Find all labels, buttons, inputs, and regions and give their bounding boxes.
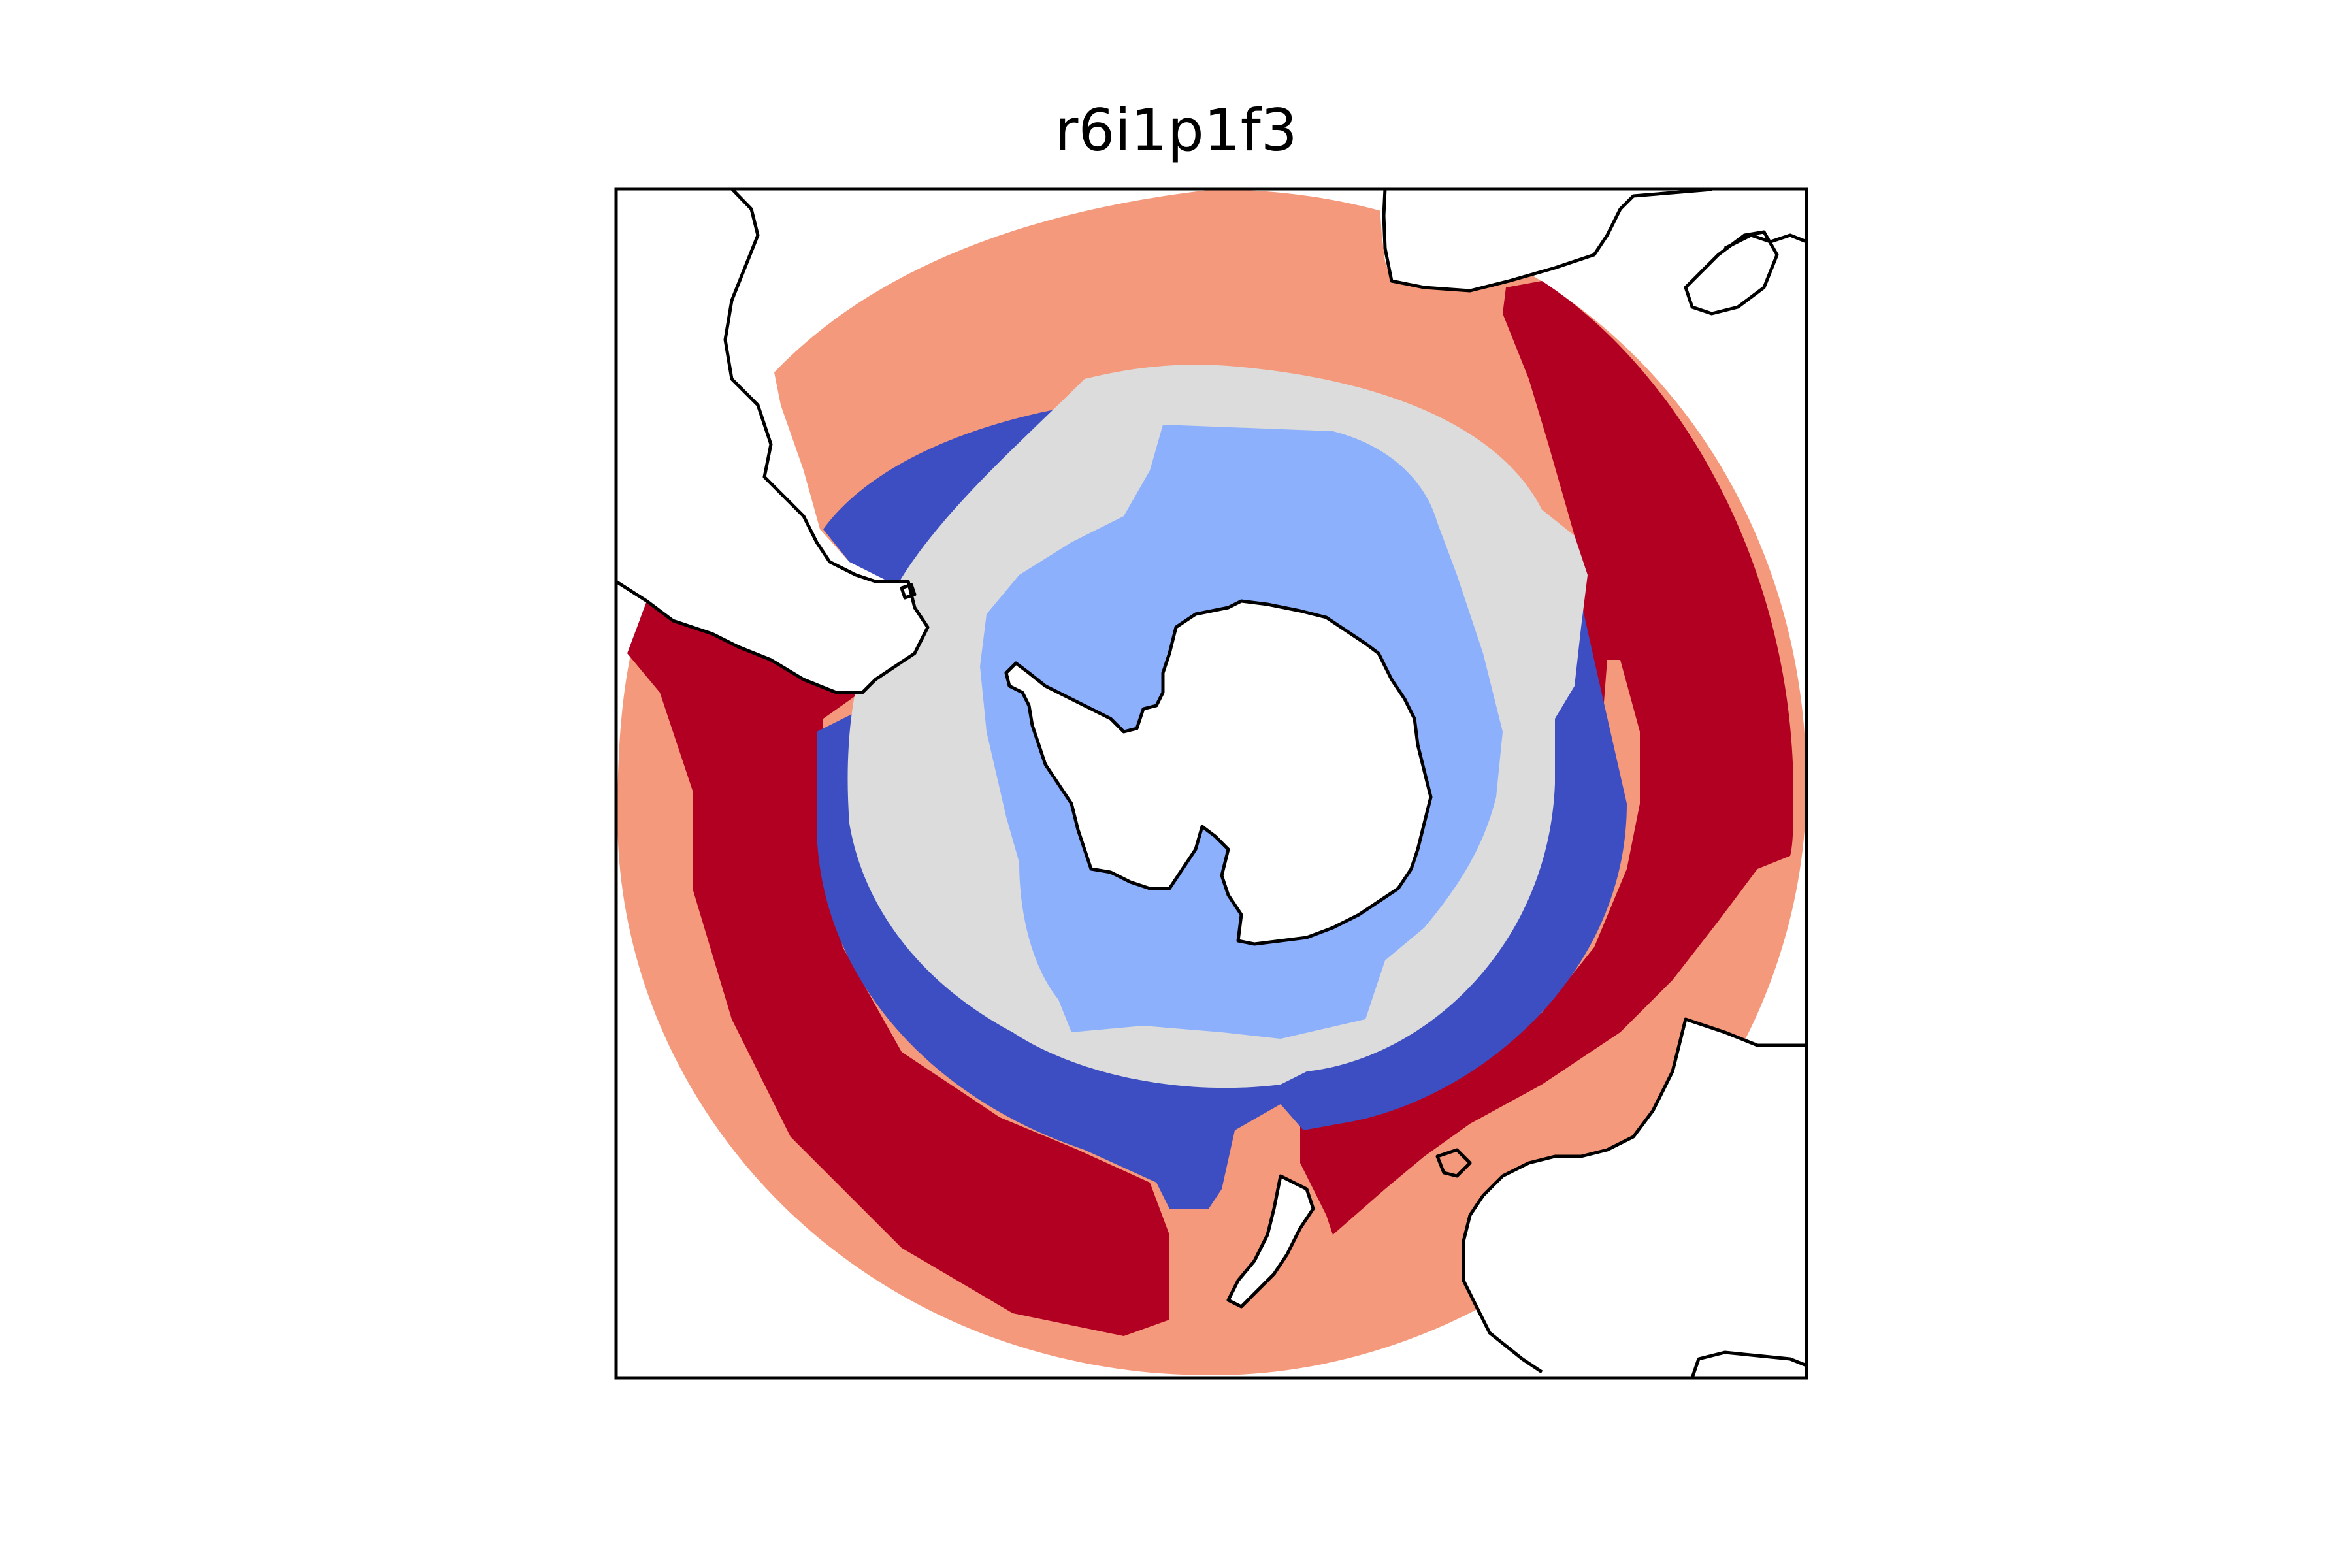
madagascar-coastline (1684, 230, 1779, 316)
australia-south-coastline (1690, 1350, 1806, 1378)
antarctica-coastline (1004, 599, 1433, 946)
coastlines (616, 189, 1806, 1378)
south-america-coastline (616, 189, 930, 694)
new-zealand-land (1228, 1176, 1313, 1307)
map-axes-content (616, 189, 1806, 1378)
africa-coastline (1382, 189, 1712, 293)
dark-red-band-west (627, 601, 1169, 1336)
antarctica-land (1006, 601, 1431, 944)
australia-coastline (1462, 1017, 1806, 1374)
falklands-coastline (900, 583, 917, 600)
south-america-land (616, 189, 928, 693)
axes-frame (614, 187, 1808, 1380)
map-title: r6i1p1f3 (1054, 97, 1298, 164)
tasmania-coastline (1435, 1148, 1472, 1178)
dark-red-band-east (1300, 281, 1793, 1235)
australia-land (1463, 1019, 1806, 1378)
new-zealand-coastline (1226, 1174, 1315, 1309)
